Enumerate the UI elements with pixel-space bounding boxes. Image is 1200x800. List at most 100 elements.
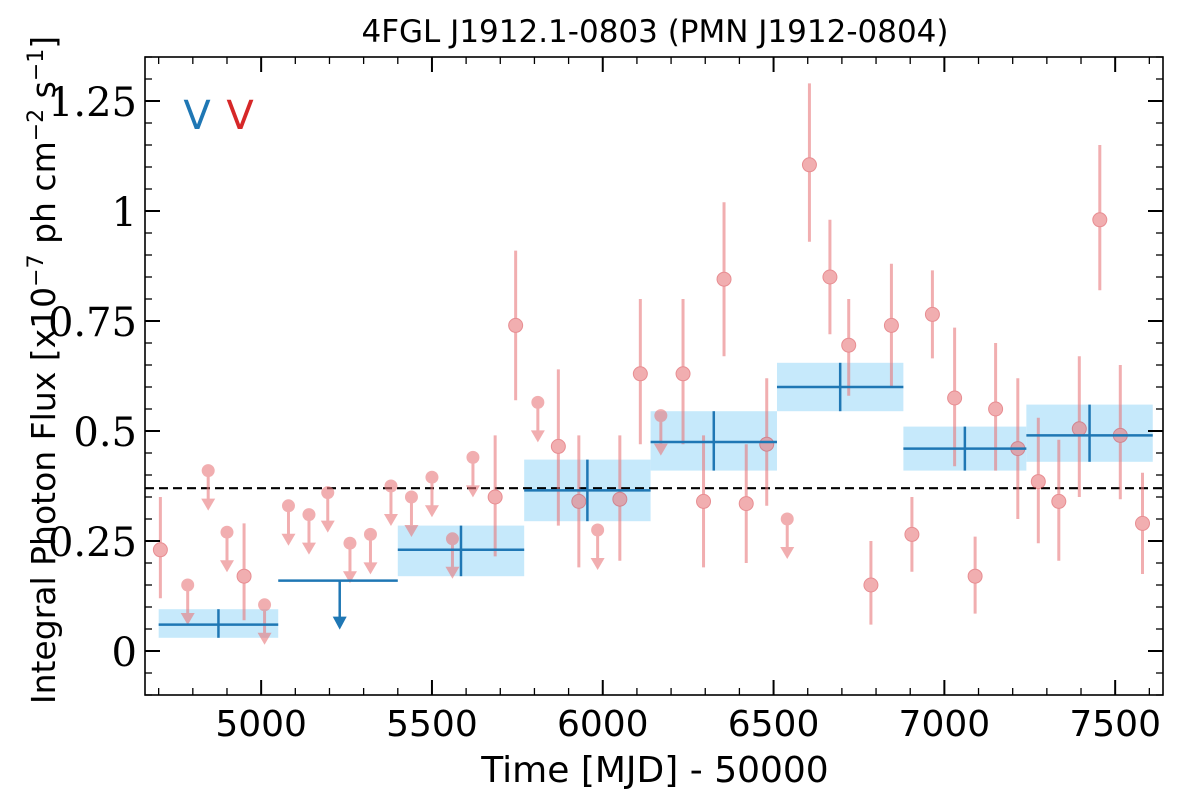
long-bin-point	[158, 609, 279, 638]
short-bin-point	[967, 536, 983, 614]
short-bin-point	[904, 497, 920, 572]
data-point-marker	[550, 438, 566, 454]
upper-limit-arrow	[530, 430, 545, 443]
short-bin-upper-limit	[445, 532, 460, 579]
upper-limit-marker	[445, 532, 459, 546]
upper-limit-arrow	[363, 562, 378, 575]
y-axis-label-mid2: s	[24, 81, 63, 109]
upper-limit-marker	[591, 523, 605, 537]
data-point-marker	[612, 491, 628, 507]
data-point-marker	[716, 271, 732, 287]
chart-title: 4FGL J1912.1-0803 (PMN J1912-0804)	[361, 14, 948, 50]
data-point-marker	[152, 542, 168, 558]
upper-limit-marker	[384, 479, 398, 493]
short-bin-upper-limit	[424, 470, 439, 518]
upper-limit-arrow	[301, 542, 316, 555]
short-bin-point	[152, 497, 168, 599]
x-tick-label: 6000	[557, 704, 649, 745]
data-point-marker	[1030, 474, 1046, 490]
short-bin-point	[716, 202, 732, 357]
short-bin-point	[801, 83, 817, 242]
data-point-marker	[904, 526, 920, 542]
upper-limit-marker	[220, 525, 234, 539]
short-bin-point	[738, 444, 754, 563]
short-bin-upper-limit	[201, 464, 216, 511]
short-bin-point	[1030, 417, 1046, 544]
y-axis-label-exp3: −1	[24, 49, 49, 81]
long-bin-point	[397, 525, 525, 577]
data-point-marker	[1092, 212, 1108, 228]
data-point-marker	[841, 337, 857, 353]
short-bin-upper-limit	[281, 499, 296, 546]
x-tick-label: 7000	[899, 704, 991, 745]
data-point-marker	[967, 568, 983, 584]
data-point-marker	[883, 317, 899, 333]
upper-limit-arrow	[201, 498, 216, 511]
y-tick-label: 0.5	[73, 410, 137, 456]
x-tick-label: 5500	[386, 704, 478, 745]
data-point-marker	[759, 436, 775, 452]
long-bin-point	[650, 411, 777, 471]
short-bin-upper-limit	[465, 450, 480, 498]
short-bin-point	[236, 523, 252, 621]
short-bin-point	[696, 435, 712, 568]
short-bin-point	[1071, 356, 1087, 497]
y-tick-label: 0	[112, 630, 137, 676]
short-bin-upper-limit	[320, 486, 335, 533]
upper-limit-arrow	[383, 514, 398, 526]
x-tick-label: 7500	[1069, 704, 1161, 745]
short-bin-point	[632, 299, 648, 445]
upper-limit-arrow	[445, 566, 460, 579]
upper-limit-marker	[201, 464, 215, 478]
data-point-marker	[738, 496, 754, 512]
axes-frame	[144, 56, 1164, 696]
short-bin-point	[675, 299, 691, 445]
upper-limit-arrow	[281, 533, 296, 546]
upper-limit-arrow	[342, 571, 357, 584]
upper-limit-arrow	[780, 547, 795, 559]
upper-limit-marker	[531, 395, 545, 409]
data-point-marker	[801, 157, 817, 173]
upper-limit-arrow	[465, 485, 480, 498]
data-point-marker	[822, 269, 838, 285]
y-tick-label: 0.25	[48, 520, 137, 566]
short-bin-upper-limit	[301, 508, 316, 555]
short-bin-upper-limit	[257, 598, 272, 645]
upper-limit-marker	[302, 508, 316, 522]
short-bin-point	[487, 435, 503, 557]
y-axis-label-prefix: Integral Photon Flux [x10	[24, 287, 63, 704]
data-point-marker	[696, 493, 712, 509]
data-point-marker	[924, 306, 940, 322]
upper-limit-arrow	[257, 632, 272, 645]
y-axis: 0 0.25 0.5 0.75 1 1.25	[48, 56, 1163, 696]
long-bin-point	[1026, 404, 1153, 462]
short-bin-point	[1051, 439, 1067, 561]
short-bin-upper-limit	[180, 578, 195, 625]
data-point-marker	[1071, 421, 1087, 437]
y-axis-label-suffix: ]	[24, 36, 63, 49]
short-bin-point	[571, 435, 587, 568]
upper-limit-marker	[654, 409, 668, 423]
upper-limit-marker	[780, 512, 794, 526]
data-point-marker	[632, 366, 648, 382]
short-bin-upper-limit	[383, 479, 398, 526]
short-bin-point	[1135, 472, 1151, 574]
short-bin-point	[924, 270, 940, 359]
long-upper-arrow	[332, 616, 347, 630]
data-point-marker	[236, 568, 252, 584]
legend-marker-long: V	[183, 93, 211, 139]
x-tick-label: 5000	[215, 704, 307, 745]
legend-marker-short: V	[226, 93, 254, 139]
short-bin-point	[508, 250, 524, 401]
short-bin-point	[1112, 365, 1128, 500]
y-tick-label: 1	[112, 190, 137, 236]
short-bin-point	[883, 263, 899, 387]
data-point-marker	[1135, 515, 1151, 531]
short-bin-point	[947, 327, 963, 467]
x-tick-label: 6500	[728, 704, 820, 745]
data-point-marker	[947, 390, 963, 406]
short-bin-point	[822, 219, 838, 335]
upper-limit-marker	[404, 490, 418, 504]
